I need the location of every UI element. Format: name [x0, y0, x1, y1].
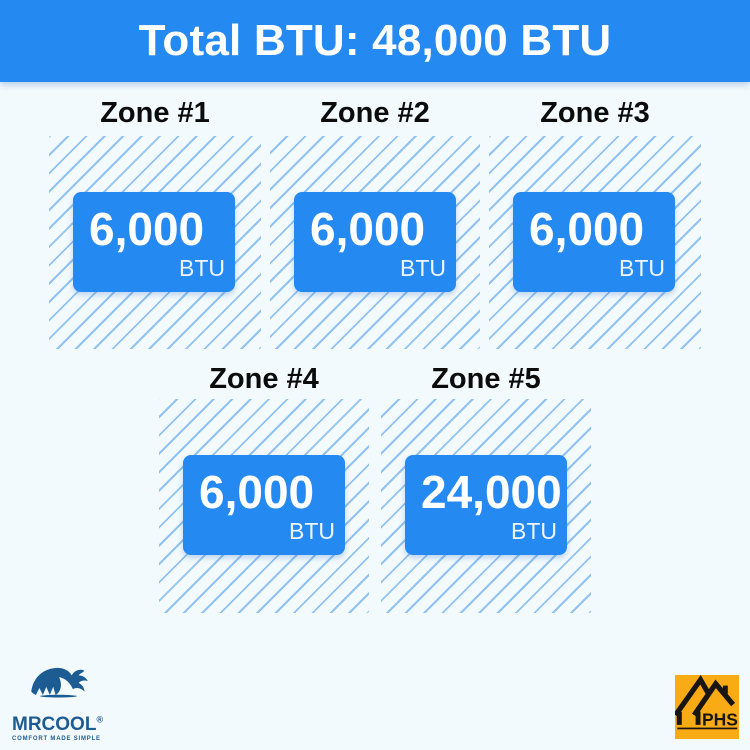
svg-text:PHS: PHS [702, 710, 738, 730]
